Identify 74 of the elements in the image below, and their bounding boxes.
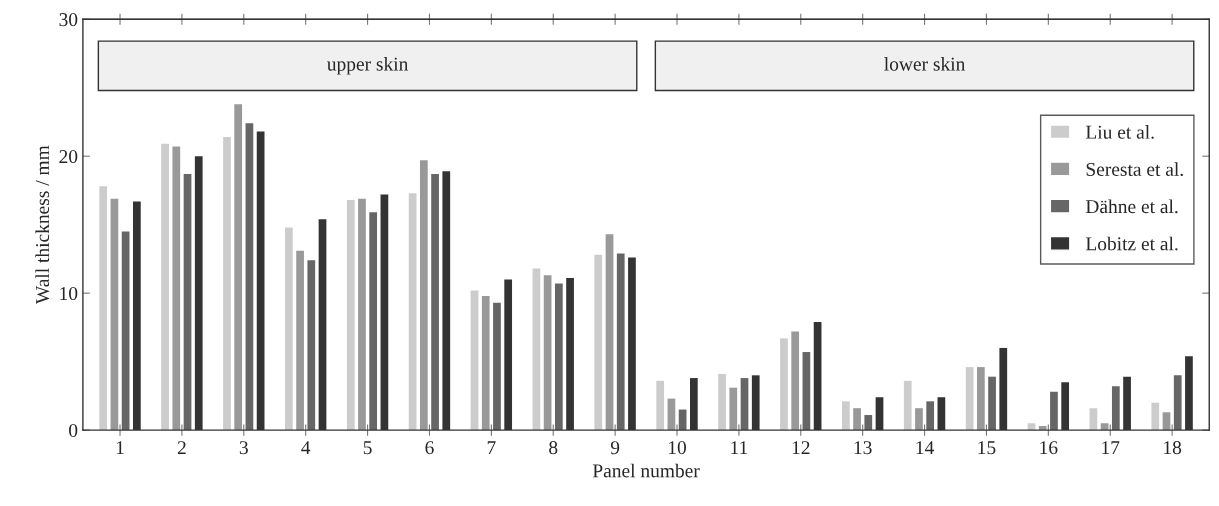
- x-tick-label: 3: [239, 441, 248, 455]
- bar: [183, 173, 192, 431]
- bar: [431, 173, 439, 431]
- bar: [791, 331, 800, 431]
- bar: [616, 253, 625, 431]
- bar: [543, 275, 552, 431]
- bar: [296, 250, 304, 431]
- y-tick-label: 30: [59, 13, 78, 27]
- bar: [245, 123, 254, 431]
- bar: [408, 193, 417, 431]
- legend-label: Lobitz et al.: [1085, 236, 1178, 251]
- bar: [470, 290, 479, 431]
- bar: [656, 380, 665, 431]
- bar: [976, 367, 985, 431]
- bar: [1050, 391, 1058, 431]
- bar: [307, 260, 316, 431]
- bar: [718, 373, 726, 431]
- y-axis-title: Wall thickness / mm: [35, 145, 50, 305]
- bar: [284, 227, 293, 431]
- bar: [594, 254, 603, 431]
- bar: [369, 212, 378, 431]
- bar: [172, 146, 181, 431]
- y-tick-label: 0: [69, 423, 78, 438]
- bar: [161, 143, 169, 431]
- y-tick-label: 10: [60, 286, 78, 301]
- bar: [864, 415, 873, 431]
- x-tick-label: 6: [425, 441, 434, 455]
- bar: [532, 268, 541, 431]
- bar: [358, 198, 366, 431]
- x-tick-label: 7: [487, 441, 496, 455]
- x-tick-label: 15: [978, 441, 996, 455]
- bar: [853, 408, 861, 431]
- bar: [99, 186, 108, 431]
- bar: [110, 198, 119, 431]
- x-tick-label: 14: [916, 441, 934, 455]
- bar: [915, 408, 923, 431]
- bar: [346, 200, 355, 431]
- bar: [903, 380, 912, 431]
- bar: [1173, 375, 1182, 431]
- annotation: lower skin: [884, 56, 966, 71]
- bar: [493, 302, 501, 431]
- x-tick-label: 2: [177, 441, 186, 455]
- x-tick-label: 16: [1040, 441, 1058, 455]
- x-tick-label: 17: [1102, 441, 1120, 455]
- legend-label: Liu et al.: [1085, 125, 1154, 139]
- x-axis-title: Panel number: [592, 463, 700, 478]
- bar: [1111, 386, 1120, 431]
- bar: [234, 104, 243, 431]
- bar: [841, 401, 850, 431]
- x-tick-label: 11: [731, 441, 748, 455]
- bar: [988, 376, 996, 431]
- x-tick-label: 8: [549, 441, 558, 455]
- x-tick-label: 9: [610, 441, 620, 455]
- annotation: upper skin: [327, 56, 409, 75]
- bar: [481, 295, 490, 431]
- bar: [554, 283, 563, 431]
- x-tick-label: 5: [363, 441, 372, 455]
- legend-label: Seresta et al.: [1086, 162, 1183, 177]
- bar: [419, 160, 428, 431]
- x-tick-label: 18: [1164, 441, 1182, 455]
- bar: [926, 401, 935, 431]
- x-tick-label: 4: [301, 441, 311, 455]
- bar: [121, 231, 130, 431]
- bar: [223, 137, 231, 431]
- bar: [605, 234, 614, 431]
- x-tick-label: 10: [669, 441, 686, 455]
- bar: [780, 338, 788, 431]
- x-tick-label: 12: [792, 441, 810, 455]
- bar: [729, 387, 738, 431]
- bar: [1151, 402, 1160, 431]
- legend-label: Dähne et al.: [1085, 199, 1178, 214]
- x-tick-label: 1: [116, 441, 124, 455]
- x-tick-label: 13: [854, 441, 872, 455]
- y-tick-label: 20: [59, 150, 78, 164]
